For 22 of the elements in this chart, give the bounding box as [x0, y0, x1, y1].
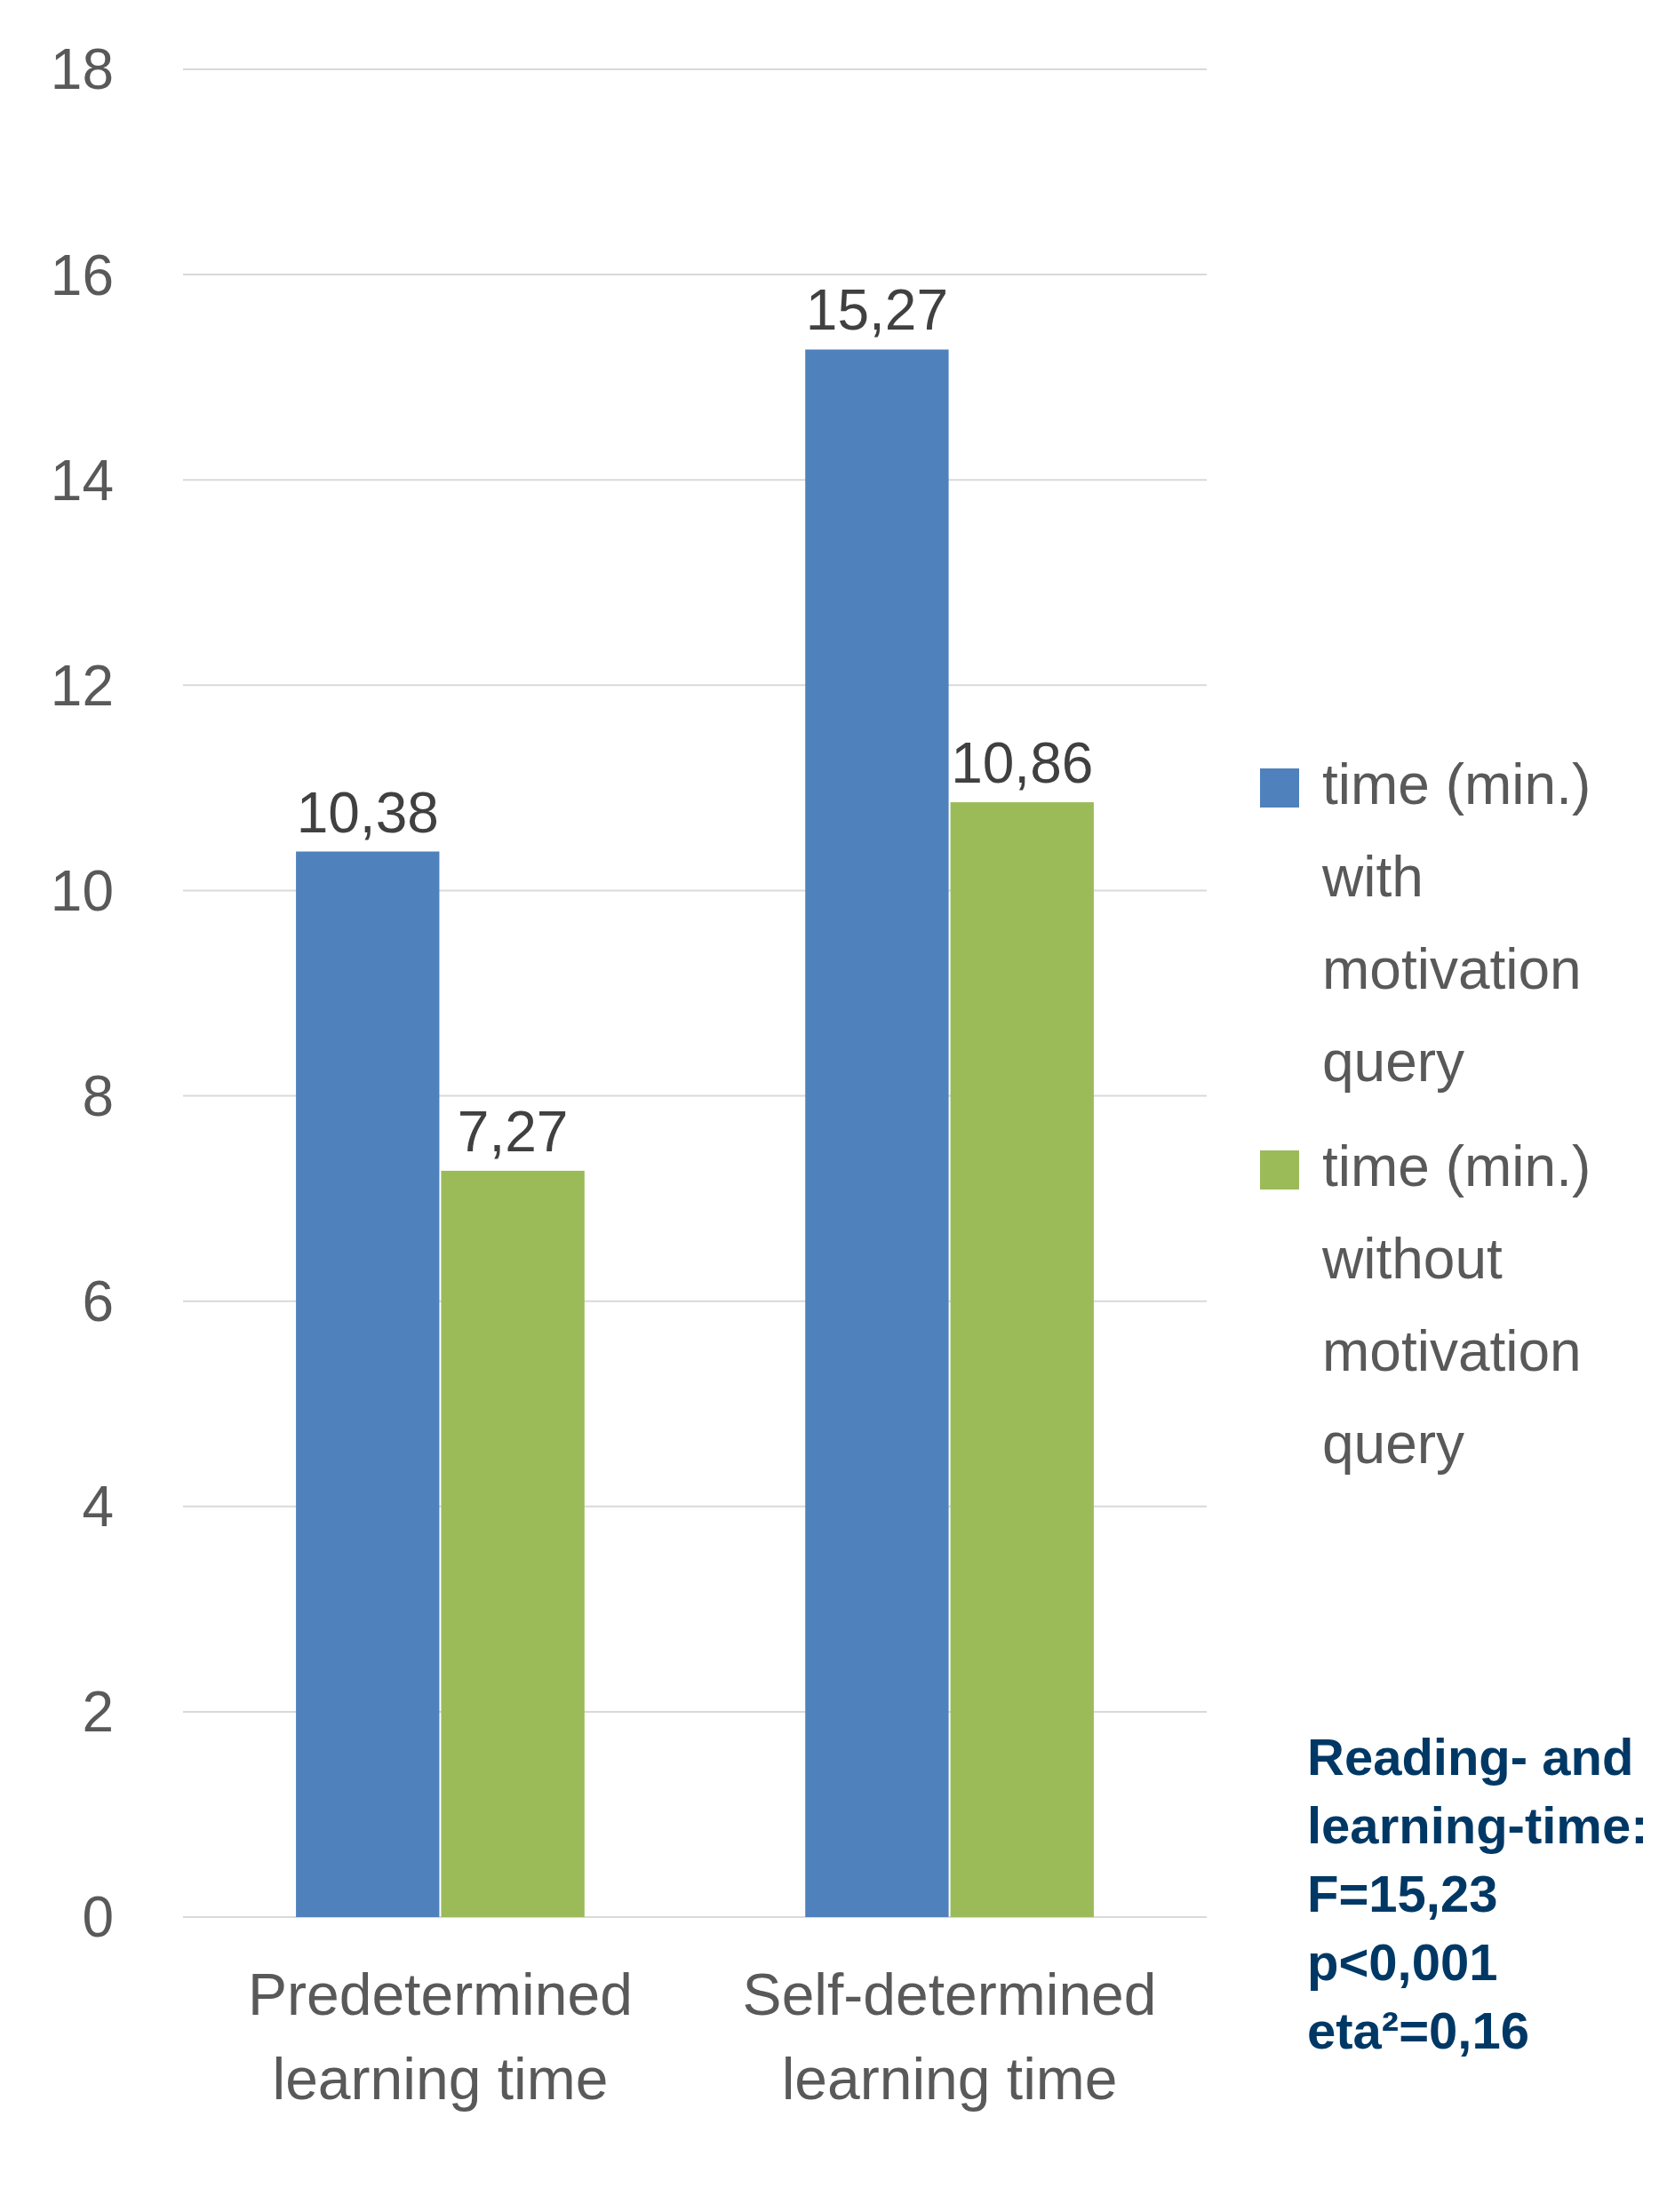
bar — [950, 802, 1094, 1917]
y-tick-label: 16 — [50, 243, 114, 307]
legend-label: time (min.) without motivation query — [1321, 1134, 1591, 1476]
data-label: 7,27 — [457, 1099, 569, 1164]
y-tick-label: 0 — [82, 1885, 114, 1950]
y-tick-label: 10 — [50, 858, 114, 923]
text: Reading- and learning-time: F=15,23 p<0,001 eta²=0,16 — [1307, 1728, 1648, 2059]
x-tick-label: Self-determined learning time — [742, 1961, 1157, 2112]
y-tick-label: 4 — [82, 1475, 114, 1540]
x-tick-label: Predetermined learning time — [247, 1961, 633, 2112]
y-tick-label: 12 — [50, 653, 114, 718]
bar — [805, 349, 949, 1917]
y-tick-label: 14 — [50, 448, 114, 513]
y-tick-label: 18 — [50, 37, 114, 102]
data-label: 10,38 — [296, 780, 439, 845]
data-label: 15,27 — [805, 278, 948, 343]
bar — [441, 1170, 585, 1917]
y-tick-label: 6 — [82, 1269, 114, 1334]
y-tick-label: 8 — [82, 1063, 114, 1128]
data-label: 10,86 — [951, 731, 1094, 796]
y-tick-label: 2 — [82, 1680, 114, 1745]
bar — [296, 851, 440, 1917]
